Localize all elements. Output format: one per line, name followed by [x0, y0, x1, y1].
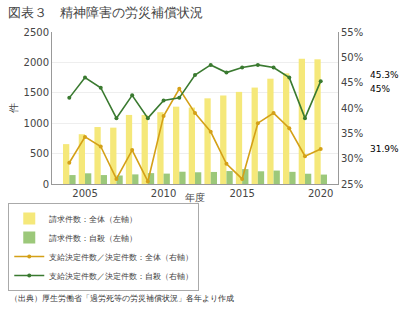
svg-text:45%: 45%: [370, 84, 390, 94]
svg-text:45.3%: 45.3%: [370, 70, 399, 80]
svg-text:0: 0: [43, 179, 49, 190]
svg-text:31.9%: 31.9%: [370, 144, 399, 154]
svg-text:図表３ 精神障害の労災補償状況: 図表３ 精神障害の労災補償状況: [8, 5, 203, 20]
svg-text:年度: 年度: [185, 192, 205, 203]
svg-text:500: 500: [30, 148, 49, 159]
svg-text:25%: 25%: [341, 179, 363, 190]
svg-text:1000: 1000: [24, 118, 49, 129]
svg-text:55%: 55%: [341, 27, 363, 38]
svg-text:50%: 50%: [341, 52, 363, 63]
svg-text:支給決定件数／決定件数：全体（右軸）: 支給決定件数／決定件数：全体（右軸）: [49, 253, 193, 262]
svg-text:2500: 2500: [24, 27, 49, 38]
svg-text:30%: 30%: [341, 153, 363, 164]
svg-text:40%: 40%: [341, 103, 363, 114]
svg-text:件: 件: [8, 103, 19, 113]
svg-text:45%: 45%: [341, 77, 363, 88]
svg-text:2000: 2000: [24, 57, 49, 68]
svg-text:35%: 35%: [341, 128, 363, 139]
svg-text:請求件数：自殺（左軸）: 請求件数：自殺（左軸）: [49, 234, 137, 243]
svg-text:1500: 1500: [24, 87, 49, 98]
svg-text:2010: 2010: [151, 188, 176, 199]
svg-text:請求件数：全体（左軸）: 請求件数：全体（左軸）: [49, 215, 137, 224]
svg-text:2015: 2015: [229, 188, 254, 199]
svg-text:2005: 2005: [72, 188, 97, 199]
svg-text:2020: 2020: [308, 188, 333, 199]
svg-text:（出典）厚生労働省「過労死等の労災補償状況」各年より作成: （出典）厚生労働省「過労死等の労災補償状況」各年より作成: [10, 294, 234, 303]
svg-text:支給決定件数／決定件数：自殺（右軸）: 支給決定件数／決定件数：自殺（右軸）: [49, 272, 193, 281]
